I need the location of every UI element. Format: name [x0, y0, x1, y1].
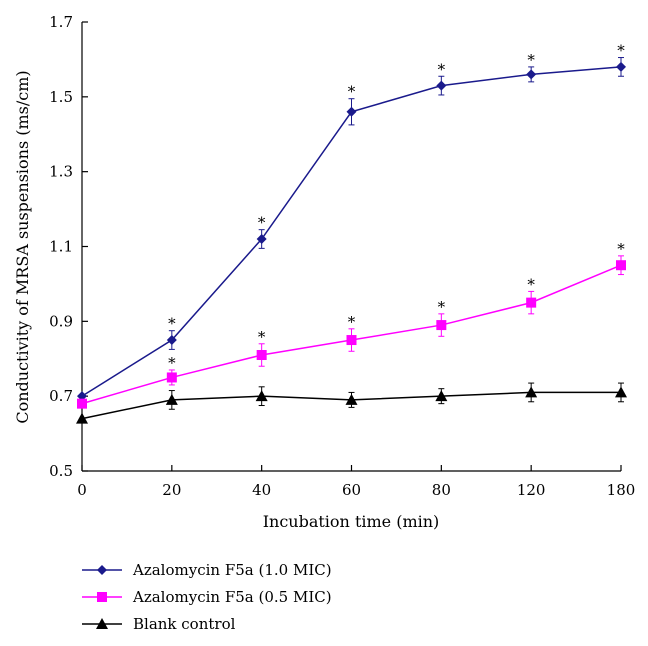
legend-item: Azalomycin F5a (0.5 MIC): [82, 588, 332, 606]
data-point: [346, 106, 357, 117]
data-point: [346, 335, 357, 346]
legend-marker: [97, 592, 107, 602]
significance-marker: *: [168, 354, 176, 372]
significance-marker: *: [438, 60, 446, 78]
chart-plot-area: * * * * * * * * * * * *: [76, 42, 627, 424]
y-axis-title: Conductivity of MRSA suspensions (ms/cm): [13, 70, 32, 423]
y-tick-label: 1.3: [49, 163, 73, 181]
legend-marker: [97, 565, 107, 575]
legend-item: Azalomycin F5a (1.0 MIC): [82, 561, 332, 579]
x-tick-label: 0: [77, 481, 87, 499]
significance-marker: *: [438, 298, 446, 316]
legend-marker: [96, 618, 108, 629]
legend-label: Azalomycin F5a (0.5 MIC): [132, 588, 332, 606]
x-tick-label: 180: [607, 481, 636, 499]
y-tick-label: 0.5: [49, 462, 73, 480]
data-point: [436, 320, 447, 331]
data-point: [165, 393, 178, 405]
x-axis-title: Incubation time (min): [263, 512, 440, 531]
chart-axes: 0.5 0.7 0.9 1.1 1.3 1.5 1.7 0 20 40 60 80 120 180: [49, 13, 635, 499]
data-point: [255, 390, 268, 402]
significance-marker: *: [258, 328, 266, 346]
significance-marker: *: [617, 240, 625, 258]
series-square: * * * * * *: [77, 240, 626, 409]
data-point: [615, 386, 627, 398]
data-point: [526, 69, 537, 80]
significance-marker: *: [527, 275, 535, 293]
y-tick-label: 0.9: [49, 312, 73, 330]
x-tick-label: 40: [252, 481, 271, 499]
data-point: [256, 234, 267, 245]
x-tick-label: 80: [432, 481, 451, 499]
data-point: [345, 393, 358, 405]
data-point: [76, 412, 88, 424]
data-point: [436, 80, 447, 91]
x-tick-label: 60: [342, 481, 361, 499]
chart-legend: Azalomycin F5a (1.0 MIC) Azalomycin F5a (…: [82, 561, 332, 633]
y-tick-label: 0.7: [49, 387, 73, 405]
series-triangle: [76, 382, 627, 424]
series-diamond: * * * * * *: [77, 42, 626, 402]
data-point: [616, 260, 626, 271]
significance-marker: *: [348, 313, 356, 331]
significance-marker: *: [348, 83, 356, 101]
legend-item: Blank control: [82, 615, 236, 633]
significance-marker: *: [258, 214, 266, 232]
data-point: [435, 390, 448, 402]
data-point: [256, 350, 267, 361]
x-tick-label: 120: [517, 481, 546, 499]
y-tick-label: 1.7: [49, 13, 73, 31]
data-point: [525, 386, 538, 398]
data-point: [166, 372, 177, 383]
data-point: [166, 335, 177, 346]
x-tick-label: 20: [162, 481, 181, 499]
significance-marker: *: [527, 51, 535, 69]
y-tick-label: 1.1: [49, 238, 73, 256]
significance-marker: *: [168, 315, 176, 333]
legend-label: Azalomycin F5a (1.0 MIC): [132, 561, 332, 579]
significance-marker: *: [617, 42, 625, 60]
data-point: [526, 297, 537, 308]
data-point: [616, 61, 626, 72]
legend-label: Blank control: [133, 615, 236, 633]
y-tick-label: 1.5: [49, 88, 73, 106]
data-point: [77, 398, 87, 409]
